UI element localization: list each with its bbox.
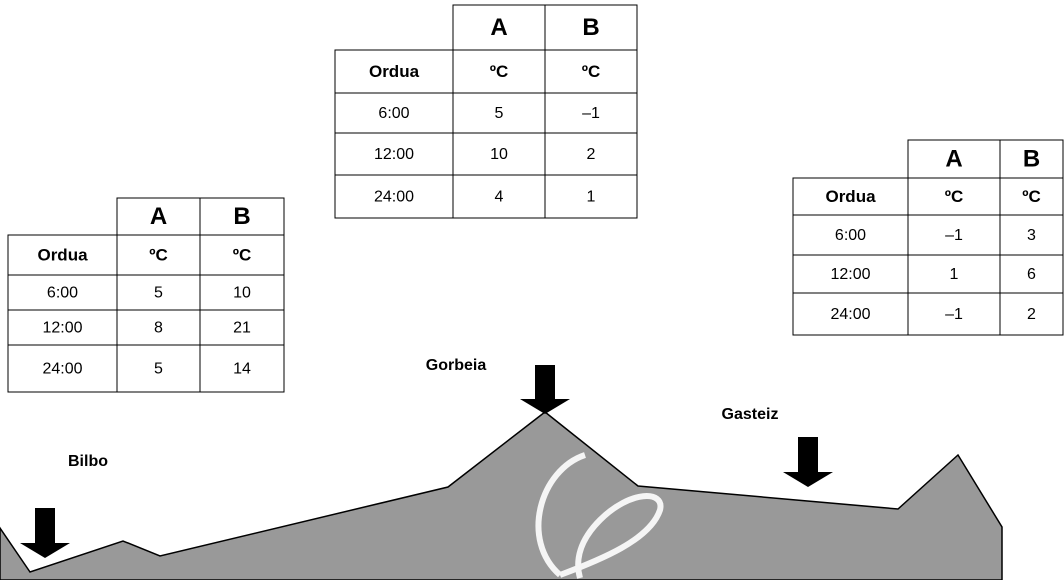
table-cell (116, 309, 201, 346)
cell-text: Ordua (37, 245, 88, 264)
table-cell (334, 174, 454, 219)
cell-text: 6 (1027, 266, 1036, 283)
table-cell (199, 234, 285, 276)
cell-text: –1 (945, 306, 963, 323)
cell-text: Ordua (369, 62, 420, 81)
cell-text: 6:00 (378, 105, 409, 122)
arrow (20, 365, 833, 558)
cell-text: ºC (233, 245, 252, 264)
place-label: Bilbo (68, 453, 108, 470)
cell-text: –1 (945, 227, 963, 244)
cell-text: 21 (233, 320, 251, 337)
cell-text: –1 (582, 105, 600, 122)
place-label: Gorbeia (426, 357, 487, 374)
cell-text: 6:00 (47, 285, 78, 302)
table-cell (452, 4, 546, 51)
table-cell (999, 254, 1064, 294)
cell-text: 1 (950, 266, 959, 283)
table-cell (199, 344, 285, 393)
table-cell (544, 4, 638, 51)
cell-text: 24:00 (830, 306, 870, 323)
table-cell (544, 174, 638, 219)
cell-text: 6:00 (835, 227, 866, 244)
table-cell (116, 234, 201, 276)
cell-text: 12:00 (42, 320, 82, 337)
cell-text: 10 (490, 146, 508, 163)
cell-text: B (233, 203, 250, 230)
table-cell (792, 292, 909, 336)
table-cell (199, 197, 285, 236)
cell-text: 24:00 (42, 361, 82, 378)
cell-text: 8 (154, 320, 163, 337)
cell-text: 24:00 (374, 189, 414, 206)
table-cell (544, 49, 638, 94)
cell-text: 5 (154, 285, 163, 302)
cell-text: A (150, 203, 167, 230)
table-cell (999, 139, 1064, 179)
cell-text: ºC (1022, 187, 1041, 206)
table-cell (999, 214, 1064, 256)
table-cell (907, 292, 1001, 336)
table-cell (7, 274, 118, 311)
cell-text: 2 (1027, 306, 1036, 323)
cell-text: ºC (149, 245, 168, 264)
table-cell (544, 92, 638, 134)
place-label: Gasteiz (722, 406, 779, 423)
cell-text: 5 (495, 105, 504, 122)
table-cell (999, 177, 1064, 216)
cell-text: 2 (587, 146, 596, 163)
cell-text: 5 (154, 361, 163, 378)
table-cell (334, 92, 454, 134)
table-cell (452, 174, 546, 219)
table-cell (544, 132, 638, 176)
table-cell (907, 254, 1001, 294)
table-cell (452, 92, 546, 134)
cell-text: A (945, 145, 962, 172)
table-cell (116, 274, 201, 311)
table-cell (452, 132, 546, 176)
watermark (535, 452, 664, 579)
cell-text: B (1023, 145, 1040, 172)
cell-text: 3 (1027, 227, 1036, 244)
table-cell (999, 292, 1064, 336)
table-cell (7, 344, 118, 393)
cell-text: 12:00 (830, 266, 870, 283)
mountain-profile (0, 411, 1003, 580)
cell-text: 4 (495, 189, 504, 206)
cell-text: B (582, 14, 599, 41)
cell-text: 10 (233, 285, 251, 302)
cell-text: ºC (490, 62, 509, 81)
table-cell (116, 344, 201, 393)
table-cell (792, 254, 909, 294)
cell-text: A (490, 14, 507, 41)
cell-text: 14 (233, 361, 251, 378)
table-cell (907, 139, 1001, 179)
cell-text: 12:00 (374, 146, 414, 163)
cell-text: Ordua (825, 187, 876, 206)
table-cell (7, 309, 118, 346)
cell-text: 1 (587, 189, 596, 206)
cell-text: ºC (582, 62, 601, 81)
cell-text: ºC (945, 187, 964, 206)
table-cell (452, 49, 546, 94)
